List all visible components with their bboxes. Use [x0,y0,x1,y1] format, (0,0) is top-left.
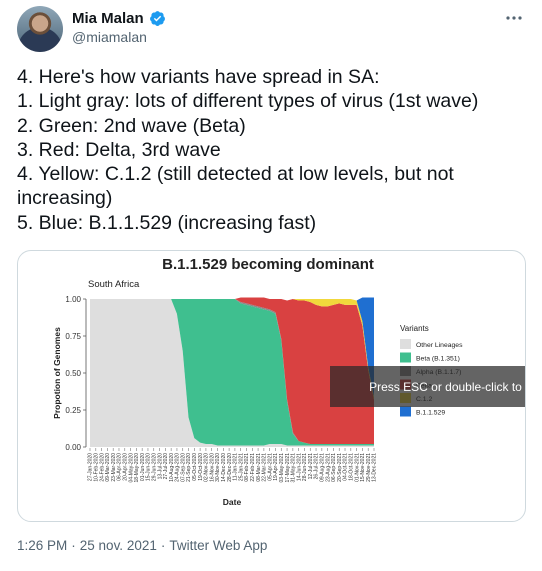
x-tick-label: 01-Jun-2020 [140,453,146,481]
x-tick-label: 10-Aug-2020 [169,453,175,482]
author-handle[interactable]: @miamalan [72,29,147,45]
x-tick-label: 19-Apr-2021 [273,453,279,481]
x-tick-label: 28-Jun-2021 [302,453,308,481]
x-tick-label: 23-Aug-2021 [325,453,331,482]
x-tick-label: 29-Jun-2020 [152,453,158,481]
y-tick-label: 0.50 [65,369,81,378]
x-tick-label: 17-May-2021 [285,453,291,483]
x-tick-label: 10-Feb-2020 [94,453,100,482]
area-series-3 [90,297,374,444]
x-tick-label: 13-Jul-2020 [157,453,163,480]
x-tick-label: 06-Apr-2020 [117,453,123,481]
tweet-meta: 1:26 PM · 25 nov. 2021 · Twitter Web App [17,538,267,553]
x-tick-label: 26-Jul-2021 [314,453,320,480]
tweet-line: 5. Blue: B.1.1.529 (increasing fast) [17,211,317,234]
x-tick-label: 05-Oct-2020 [192,453,198,481]
x-tick-label: 09-Aug-2021 [320,453,326,482]
x-tick-label: 13-Dec-2021 [372,453,378,482]
x-tick-label: 01-Nov-2021 [354,453,360,482]
more-options-icon[interactable] [504,8,524,28]
x-tick-label: 16-Nov-2020 [209,453,215,482]
tweet-time[interactable]: 1:26 PM [17,538,68,553]
x-tick-label: 14-Jun-2021 [296,453,302,481]
x-tick-label: 21-Sep-2020 [186,453,192,482]
x-tick-label: 31-May-2021 [291,453,297,483]
legend-swatch [400,406,411,417]
x-tick-label: 15-Nov-2021 [360,453,366,482]
x-tick-label: 02-Nov-2020 [204,453,210,482]
x-tick-label: 08-Feb-2021 [244,453,250,482]
x-tick-label: 25-Jan-2021 [238,453,244,481]
tweet-text: 4. Here's how variants have spread in SA… [17,65,529,235]
x-tick-label: 11-Jan-2021 [233,453,239,481]
y-tick-label: 0.75 [65,332,81,341]
chart-title: B.1.1.529 becoming dominant [162,256,374,273]
x-tick-label: 03-May-2021 [279,453,285,483]
verified-badge-icon [149,10,166,27]
fullscreen-hint-overlay[interactable]: Press ESC or double-click to [330,366,525,407]
x-tick-label: 05-Apr-2021 [267,453,273,481]
x-tick-label: 08-Mar-2021 [256,453,262,482]
x-tick-label: 18-May-2020 [134,453,140,483]
y-tick-label: 0.00 [65,443,81,452]
legend-label: Beta (B.1.351) [416,356,460,363]
x-tick-label: 12-Jul-2021 [308,453,314,480]
x-tick-label: 18-Oct-2021 [349,453,355,481]
x-tick-label: 14-Dec-2020 [221,453,227,482]
tweet-line: 4. Here's how variants have spread in SA… [17,66,380,88]
x-tick-label: 06-Sep-2021 [331,453,337,482]
x-tick-label: 28-Dec-2020 [227,453,233,482]
tweet-line: 3. Red: Delta, 3rd wave [17,138,221,161]
meta-separator: · [160,538,166,553]
y-tick-label: 0.25 [65,406,81,415]
area-series-1 [90,299,374,446]
x-axis-label: Date [223,497,242,507]
tweet-line: 4. Yellow: C.1.2 (still detected at low … [17,163,454,210]
chart-subtitle: South Africa [88,279,140,290]
author-display-name[interactable]: Mia Malan [72,10,144,27]
x-tick-label: 27-Jul-2020 [163,453,169,480]
x-tick-label: 04-Oct-2021 [343,453,349,481]
author-name-row: Mia Malan [72,10,166,27]
x-tick-label: 23-Mar-2020 [111,453,117,482]
area-series-0 [90,299,374,447]
tweet-line: 1. Light gray: lots of different types o… [17,90,479,113]
tweet-date[interactable]: 25 nov. 2021 [79,538,157,553]
x-tick-label: 20-Sep-2021 [337,453,343,482]
avatar[interactable] [17,6,63,52]
x-tick-label: 24-Aug-2020 [175,453,181,482]
x-tick-label: 30-Nov-2020 [215,453,221,482]
tweet-line: 2. Green: 2nd wave (Beta) [17,114,246,137]
x-tick-label: 20-Apr-2020 [123,453,129,481]
x-tick-label: 24-Feb-2020 [99,453,105,482]
tweet-media-chart[interactable]: B.1.1.529 becoming dominant South Africa… [17,250,526,522]
legend-title: Variants [400,324,429,333]
legend-label: Other Lineages [416,342,463,349]
x-tick-label: 27-Jan-2020 [88,453,94,481]
tweet-source[interactable]: Twitter Web App [169,538,268,553]
x-tick-label: 07-Sep-2020 [180,453,186,482]
x-tick-label: 29-Nov-2021 [366,453,372,482]
x-tick-label: 22-Mar-2021 [262,453,268,482]
x-tick-label: 04-May-2020 [128,453,134,483]
y-axis-label: Propotion of Genomes [52,327,62,419]
fullscreen-hint-text: Press ESC or double-click to [369,379,522,394]
legend-swatch [400,352,411,363]
y-tick-label: 1.00 [65,295,81,304]
x-tick-label: 19-Oct-2020 [198,453,204,481]
x-tick-label: 09-Mar-2020 [105,453,111,482]
variant-chart: B.1.1.529 becoming dominant South Africa… [52,256,463,507]
x-tick-label: 15-Jun-2020 [146,453,152,481]
meta-separator: · [71,538,76,553]
legend-swatch [400,339,411,349]
x-tick-label: 22-Feb-2021 [250,453,256,482]
legend-label: B.1.1.529 [416,410,445,417]
